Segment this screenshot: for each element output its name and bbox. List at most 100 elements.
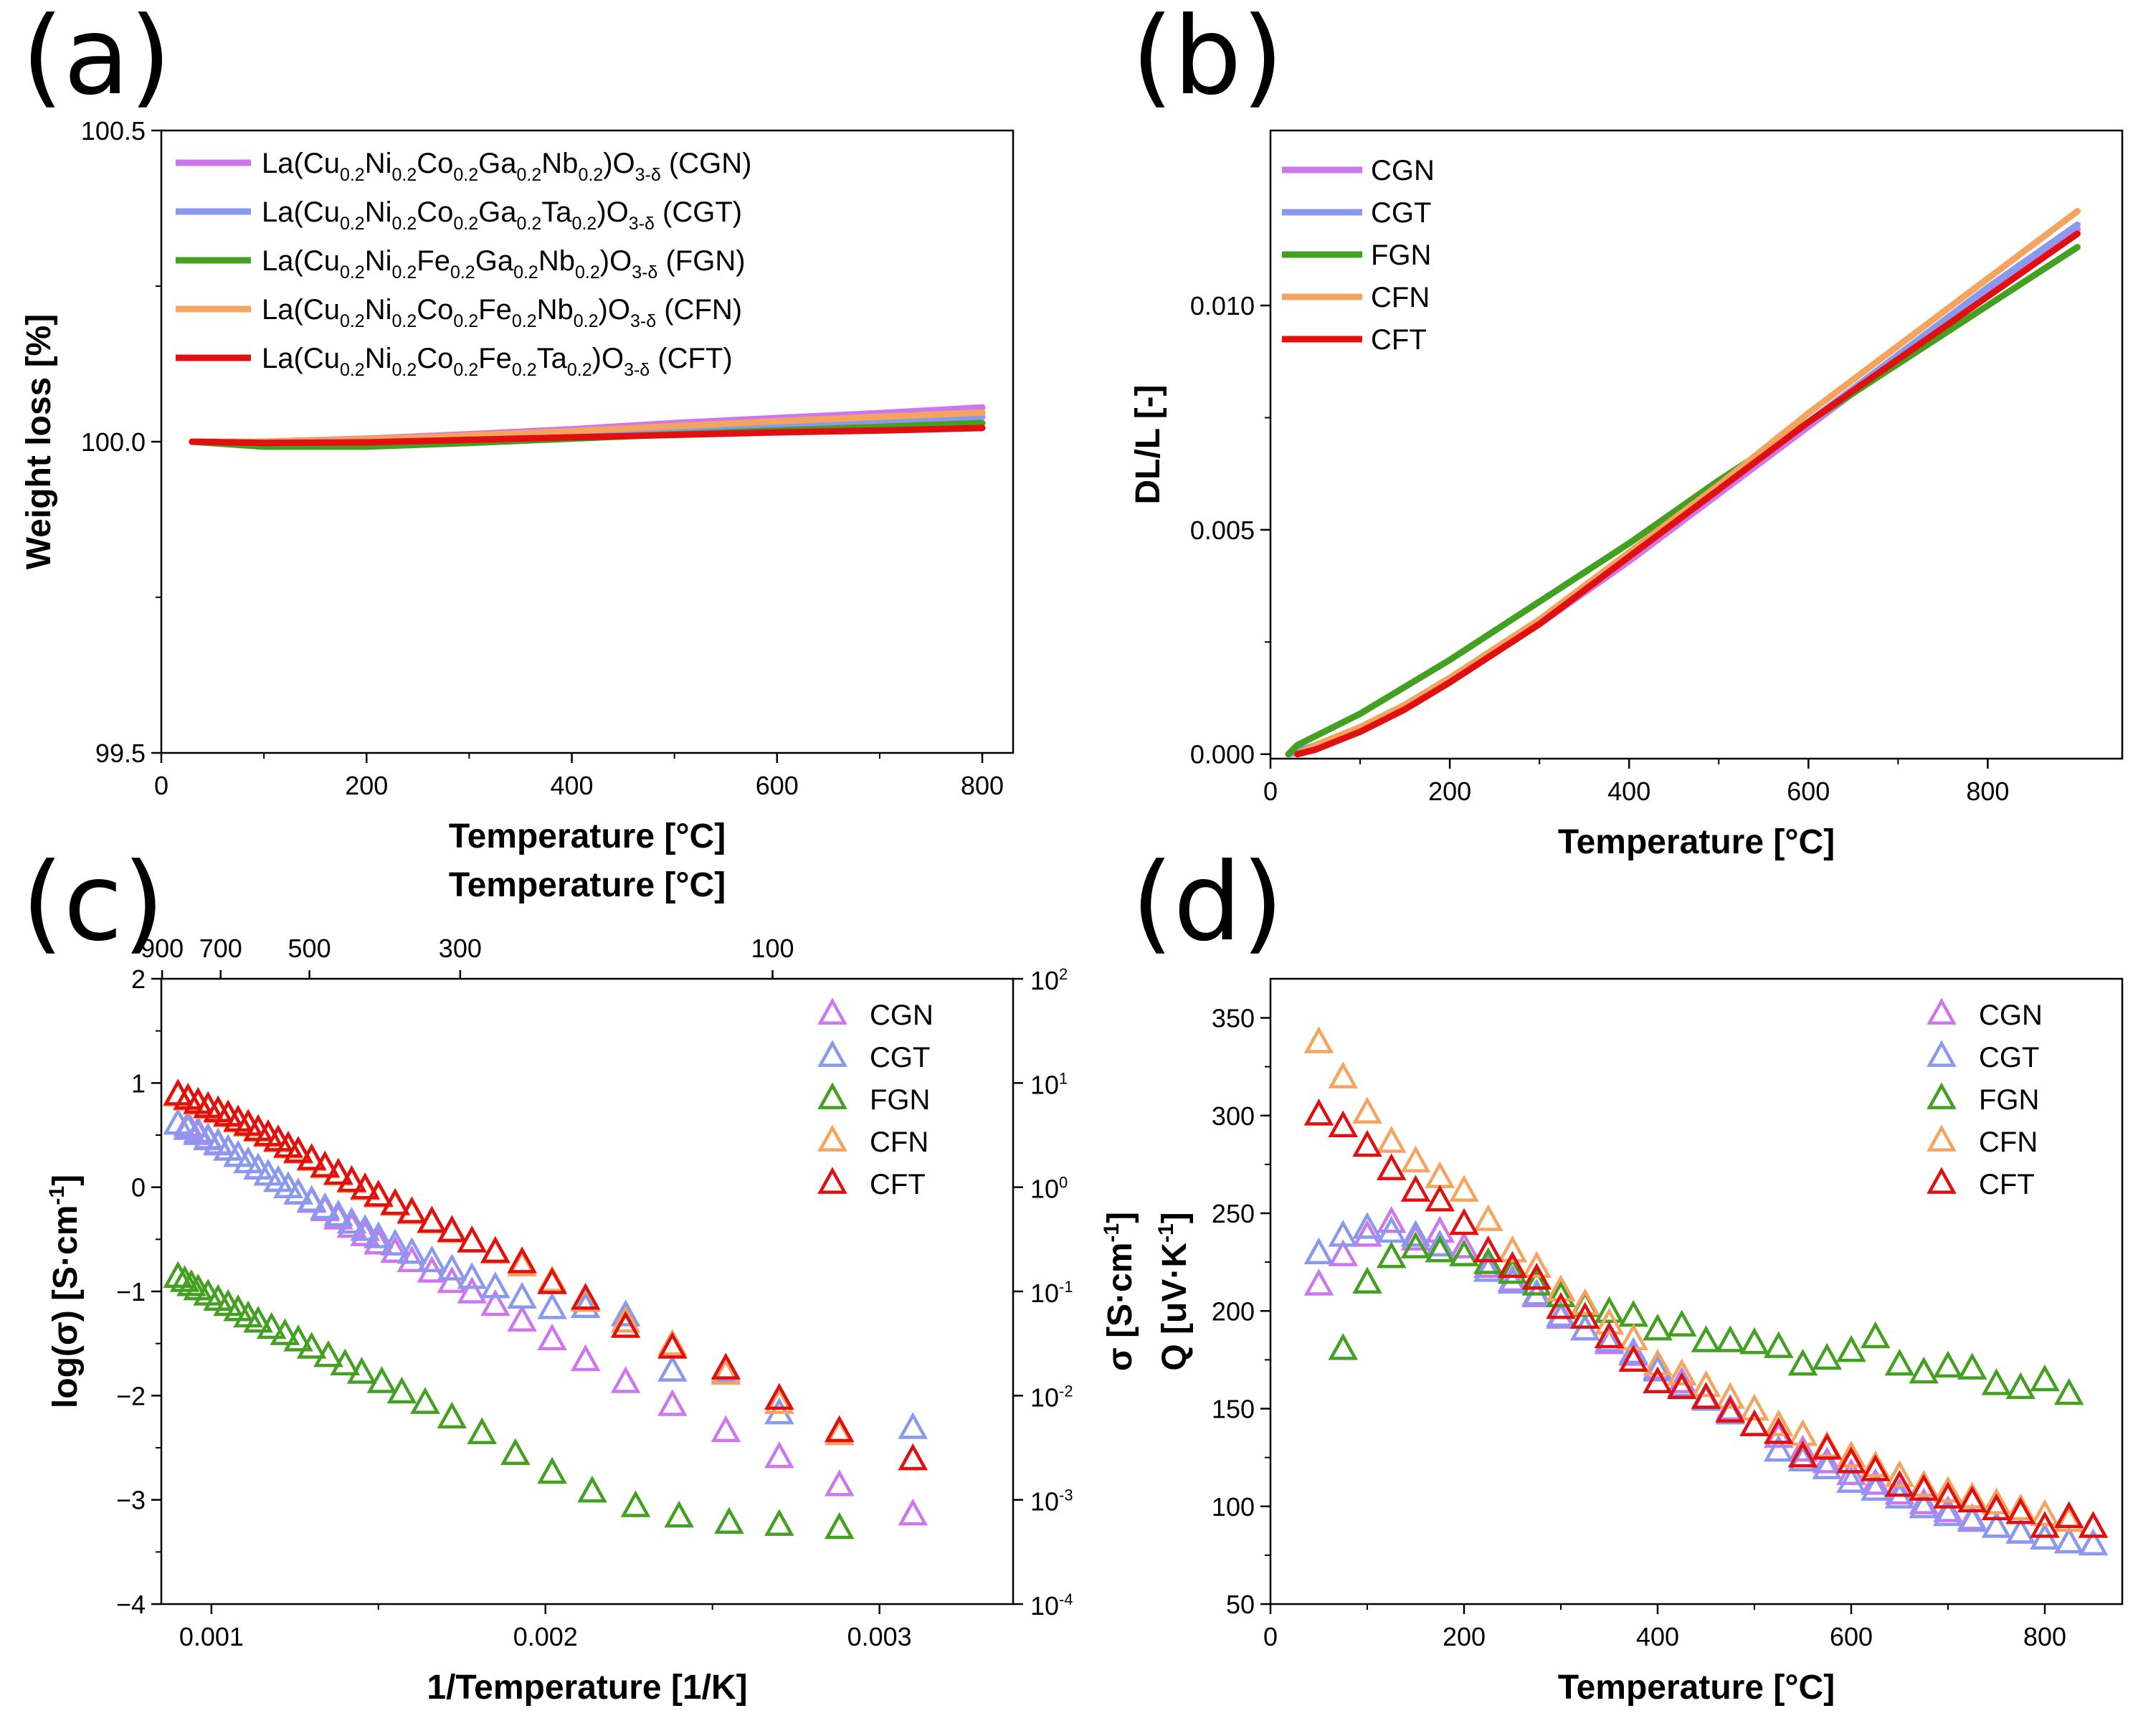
point-cft <box>1546 1291 1576 1319</box>
point-cfn <box>1981 1487 2012 1514</box>
point-fgn <box>824 1512 855 1540</box>
legend-marker-cgt <box>817 1040 847 1067</box>
point-cgt <box>570 1291 601 1319</box>
y-axis-label: Weight loss [%] <box>20 314 58 569</box>
point-cgt <box>323 1199 353 1227</box>
x-tick-label: 400 <box>1607 777 1650 806</box>
legend-label-cft: CFT <box>1979 1169 2035 1200</box>
data-layer <box>189 404 986 450</box>
y-tick-label: −2 <box>116 1381 146 1410</box>
right-y-tick-label: 101​ <box>1030 1069 1068 1099</box>
point-cgt <box>350 1214 381 1241</box>
x-tick-label: 600 <box>1787 777 1830 806</box>
point-cgt <box>336 1206 367 1234</box>
point-cgt <box>1763 1434 1794 1462</box>
y-tick-label: 350 <box>1212 1004 1255 1033</box>
point-fgn <box>270 1318 300 1345</box>
point-cfn <box>610 1305 641 1333</box>
y-tick-label: 0.005 <box>1190 516 1255 545</box>
point-cgt <box>1618 1337 1649 1365</box>
point-cgt <box>296 1185 327 1212</box>
point-cgt <box>2005 1517 2036 1544</box>
point-cfn <box>2030 1499 2060 1527</box>
point-cft <box>1812 1433 1843 1460</box>
series-line-cft <box>189 424 986 447</box>
point-cft <box>1957 1485 1987 1513</box>
y-tick-label: 200 <box>1212 1296 1255 1326</box>
y-axis-label: DL/L [-] <box>1129 384 1167 504</box>
panel-label: (c) <box>22 840 165 965</box>
legend-marker-fgn <box>817 1082 847 1109</box>
point-cgt <box>283 1177 313 1205</box>
point-cfn <box>711 1357 741 1385</box>
x-tick-label: 0 <box>1263 777 1278 806</box>
point-cft <box>296 1143 327 1170</box>
legend-label-cgt: CGT <box>1371 197 1431 229</box>
point-fgn <box>1691 1325 1721 1352</box>
point-cft <box>1618 1344 1649 1372</box>
data-layer <box>1285 208 2081 758</box>
point-fgn <box>1981 1368 2012 1395</box>
x-tick-label: 200 <box>1443 1622 1486 1651</box>
point-cgn <box>396 1245 427 1273</box>
plot-frame <box>1269 977 2124 1605</box>
point-fgn <box>1860 1321 1891 1349</box>
point-fgn <box>410 1387 440 1414</box>
point-cgn <box>1473 1251 1503 1279</box>
legend-label-fgn: FGN <box>1979 1084 2039 1116</box>
right-y-tick-label: 100​ <box>1030 1174 1068 1204</box>
right-y-tick-label: 10-4​ <box>1030 1590 1073 1621</box>
point-fgn <box>620 1490 651 1517</box>
legend-label-fgn: La(Cu0.2​Ni0.2​Fe0.2​Ga0.2​Nb0.2​)O3-δ​ … <box>262 245 746 283</box>
legend-marker-cft <box>1926 1167 1957 1194</box>
point-cft <box>1691 1382 1721 1409</box>
point-fgn <box>1376 1241 1407 1268</box>
point-cft <box>1376 1153 1407 1180</box>
point-cft <box>380 1187 410 1215</box>
point-cgn <box>610 1366 641 1393</box>
point-cgn <box>657 1389 688 1416</box>
point-cgt <box>1546 1299 1576 1327</box>
x-tick-label: 0 <box>1263 1622 1278 1651</box>
point-fgn <box>176 1269 206 1296</box>
point-cgt <box>1787 1444 1818 1471</box>
point-cft <box>323 1157 353 1185</box>
point-cfn <box>1352 1096 1382 1124</box>
point-cft <box>507 1246 537 1273</box>
point-cgt <box>1473 1255 1503 1282</box>
point-cfn <box>1715 1382 1746 1409</box>
point-cfn <box>1836 1441 1866 1468</box>
top-x-tick-label: 100 <box>751 934 794 963</box>
point-cft <box>711 1352 741 1380</box>
x-tick-label: 800 <box>1966 777 2009 806</box>
point-cft <box>1328 1110 1359 1137</box>
point-cfn <box>2053 1504 2084 1532</box>
series-line-fgn <box>1285 244 2081 758</box>
point-cfn <box>1666 1358 1697 1386</box>
point-cft <box>1449 1208 1479 1235</box>
point-cft <box>1787 1441 1818 1468</box>
legend-label-cfn: CFN <box>870 1126 928 1158</box>
point-cfn <box>1449 1175 1479 1202</box>
x-axis-label: Temperature [°C] <box>1558 1669 1835 1707</box>
point-cft <box>480 1235 510 1263</box>
x-tick-label: 0 <box>154 771 168 800</box>
point-cgn <box>1812 1446 1843 1474</box>
point-cft <box>1352 1129 1382 1157</box>
point-fgn <box>467 1417 498 1444</box>
point-fgn <box>1425 1235 1455 1263</box>
point-cgn <box>1884 1477 1915 1505</box>
right-y-tick-label: 102​ <box>1030 965 1068 995</box>
point-cfn <box>1860 1450 1891 1478</box>
legend: CGN CGT FGN CFN CFT <box>1282 155 1435 356</box>
point-fgn <box>1836 1334 1866 1362</box>
panel-a: (a) 0 200 400 600 800 99.5 100.0 100.5 Temperatur… <box>20 0 1015 855</box>
point-cft <box>363 1180 394 1207</box>
point-fgn <box>1787 1348 1818 1376</box>
point-fgn <box>1812 1342 1843 1370</box>
point-fgn <box>664 1500 694 1528</box>
point-fgn <box>2053 1377 2084 1405</box>
point-fgn <box>1763 1331 1794 1358</box>
legend-label-cfn: CFN <box>1979 1126 2038 1158</box>
point-cft <box>537 1267 567 1294</box>
